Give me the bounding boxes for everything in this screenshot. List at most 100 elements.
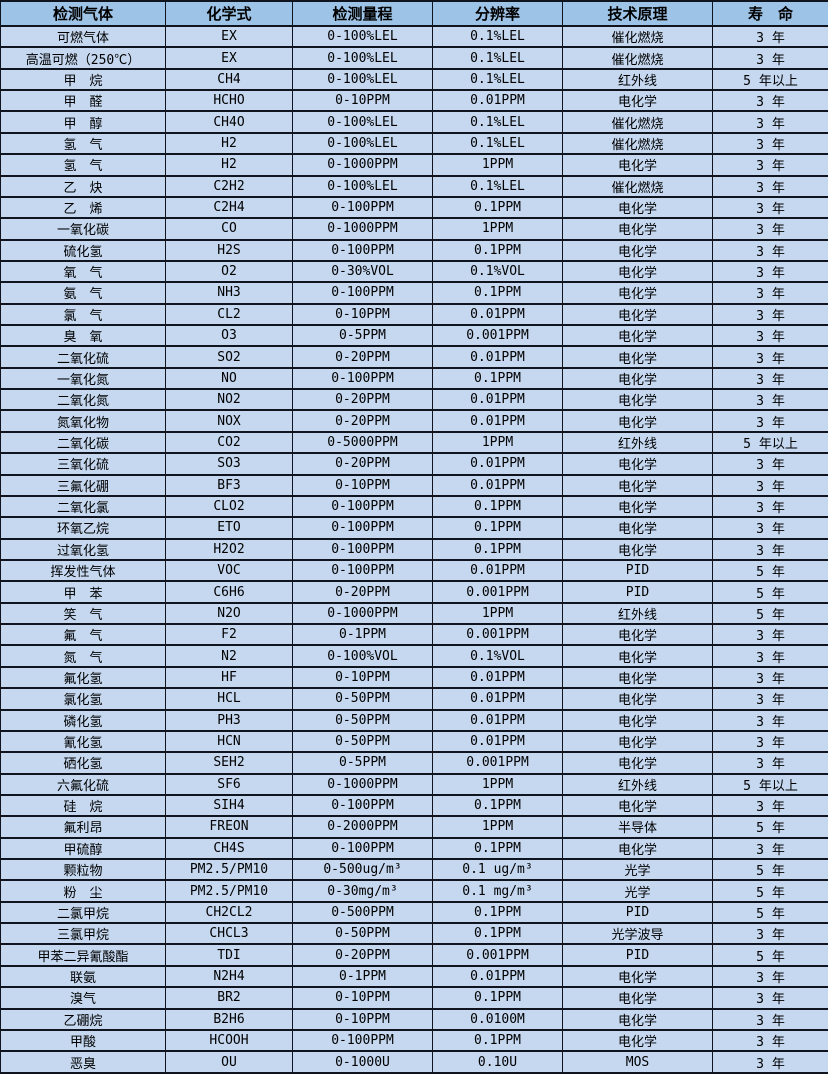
cell-range: 0-1PPM: [292, 964, 433, 989]
cell-principle: 催化燃烧: [562, 110, 713, 134]
column-header-principle: 技术原理: [562, 0, 713, 27]
cell-lifespan: 3 年: [712, 153, 828, 177]
cell-resolution: 0.1%LEL: [432, 174, 563, 198]
cell-lifespan: 3 年: [712, 986, 828, 1010]
cell-principle: 电化学: [562, 345, 713, 369]
cell-resolution: 0.1%LEL: [432, 131, 563, 156]
table-row: 三氯甲烷 CHCL3 0-50PPM 0.1PPM 光学波导 3 年: [0, 922, 828, 946]
cell-gas: 硫化氢: [0, 238, 166, 262]
cell-gas: 甲 醛: [0, 89, 166, 113]
cell-resolution: 0.001PPM: [432, 324, 563, 348]
cell-formula: F2: [165, 623, 293, 647]
cell-formula: NOX: [165, 409, 293, 433]
cell-gas: 二氯甲烷: [0, 900, 166, 925]
cell-gas: 氯 气: [0, 302, 166, 327]
cell-gas: 氧 气: [0, 259, 166, 284]
table-row: 联氨 N2H4 0-1PPM 0.01PPM 电化学 3 年: [0, 964, 828, 989]
cell-resolution: 1PPM: [432, 815, 563, 839]
cell-gas: 氮 气: [0, 644, 166, 668]
cell-principle: 红外线: [562, 601, 713, 626]
cell-lifespan: 5 年: [712, 558, 828, 583]
cell-principle: 电化学: [562, 195, 713, 220]
table-row: 溴气 BR2 0-10PPM 0.1PPM 电化学 3 年: [0, 986, 828, 1010]
cell-gas: 二氧化氮: [0, 388, 166, 412]
cell-principle: 电化学: [562, 793, 713, 818]
cell-principle: 电化学: [562, 473, 713, 497]
cell-lifespan: 5 年: [712, 900, 828, 925]
table-row: 粉 尘 PM2.5/PM10 0-30mg/m³ 0.1 mg/m³ 光学 5 年: [0, 879, 828, 903]
cell-formula: OU: [165, 1050, 293, 1074]
cell-resolution: 0.01PPM: [432, 388, 563, 412]
cell-range: 0-10PPM: [292, 89, 433, 113]
cell-formula: B2H6: [165, 1007, 293, 1031]
column-header-formula: 化学式: [165, 0, 293, 27]
cell-range: 0-100PPM: [292, 1028, 433, 1053]
cell-range: 0-10PPM: [292, 302, 433, 327]
cell-resolution: 0.01PPM: [432, 473, 563, 497]
cell-formula: EX: [165, 46, 293, 70]
header-row: 检测气体 化学式 检测量程 分辨率 技术原理寿 命: [0, 0, 828, 27]
cell-lifespan: 3 年: [712, 793, 828, 818]
cell-formula: O2: [165, 259, 293, 284]
cell-formula: EX: [165, 24, 293, 49]
cell-lifespan: 3 年: [712, 388, 828, 412]
cell-lifespan: 3 年: [712, 708, 828, 732]
cell-formula: CO2: [165, 430, 293, 455]
cell-principle: 电化学: [562, 302, 713, 327]
cell-range: 0-1000PPM: [292, 601, 433, 626]
cell-principle: 半导体: [562, 815, 713, 839]
cell-range: 0-50PPM: [292, 687, 433, 711]
cell-principle: 电化学: [562, 516, 713, 540]
cell-resolution: 0.001PPM: [432, 943, 563, 967]
cell-resolution: 0.1PPM: [432, 793, 563, 818]
cell-lifespan: 3 年: [712, 836, 828, 861]
table-row: 二氧化硫 SO2 0-20PPM 0.01PPM 电化学 3 年: [0, 345, 828, 369]
cell-range: 0-30%VOL: [292, 259, 433, 284]
table-row: 硫化氢 H2S 0-100PPM 0.1PPM 电化学 3 年: [0, 238, 828, 262]
cell-resolution: 0.1PPM: [432, 494, 563, 519]
cell-resolution: 0.1 ug/m³: [432, 857, 563, 882]
cell-gas: 颗粒物: [0, 857, 166, 882]
cell-gas: 二氧化硫: [0, 345, 166, 369]
cell-gas: 一氧化氮: [0, 366, 166, 391]
cell-lifespan: 3 年: [712, 409, 828, 433]
cell-gas: 甲 醇: [0, 110, 166, 134]
cell-resolution: 0.1%VOL: [432, 259, 563, 284]
cell-range: 0-100%LEL: [292, 174, 433, 198]
table-row: 甲苯二异氰酸酯 TDI 0-20PPM 0.001PPM PID 5 年: [0, 943, 828, 967]
cell-range: 0-100PPM: [292, 537, 433, 562]
cell-lifespan: 3 年: [712, 302, 828, 327]
cell-principle: 催化燃烧: [562, 131, 713, 156]
table-row: 可燃气体 EX 0-100%LEL 0.1%LEL 催化燃烧 3 年: [0, 24, 828, 49]
column-header-resolution: 分辨率: [432, 0, 563, 27]
cell-principle: 电化学: [562, 452, 713, 476]
table-row: 甲硫醇 CH4S 0-100PPM 0.1PPM 电化学 3 年: [0, 836, 828, 861]
cell-formula: CH4O: [165, 110, 293, 134]
cell-gas: 甲 苯: [0, 580, 166, 604]
cell-resolution: 1PPM: [432, 601, 563, 626]
cell-resolution: 0.01PPM: [432, 409, 563, 433]
cell-formula: HF: [165, 665, 293, 690]
cell-formula: NH3: [165, 281, 293, 305]
cell-resolution: 0.1PPM: [432, 922, 563, 946]
cell-formula: BR2: [165, 986, 293, 1010]
table-row: 六氟化硫 SF6 0-1000PPM 1PPM 红外线 5 年以上: [0, 772, 828, 796]
table-header: 检测气体 化学式 检测量程 分辨率 技术原理寿 命: [0, 0, 828, 27]
cell-gas: 氢 气: [0, 131, 166, 156]
table-row: 三氟化硼 BF3 0-10PPM 0.01PPM 电化学 3 年: [0, 473, 828, 497]
cell-resolution: 0.01PPM: [432, 558, 563, 583]
cell-principle: 催化燃烧: [562, 174, 713, 198]
cell-resolution: 0.001PPM: [432, 623, 563, 647]
cell-range: 0-1000U: [292, 1050, 433, 1074]
cell-principle: 电化学: [562, 708, 713, 732]
cell-gas: 硒化氢: [0, 751, 166, 775]
cell-range: 0-100PPM: [292, 195, 433, 220]
cell-lifespan: 3 年: [712, 452, 828, 476]
table-row: 氰化氢 HCN 0-50PPM 0.01PPM 电化学 3 年: [0, 729, 828, 754]
cell-range: 0-20PPM: [292, 409, 433, 433]
table-row: 一氧化氮 NO 0-100PPM 0.1PPM 电化学 3 年: [0, 366, 828, 391]
cell-range: 0-100%LEL: [292, 67, 433, 92]
cell-range: 0-1000PPM: [292, 772, 433, 796]
cell-gas: 硅 烷: [0, 793, 166, 818]
cell-resolution: 0.01PPM: [432, 964, 563, 989]
